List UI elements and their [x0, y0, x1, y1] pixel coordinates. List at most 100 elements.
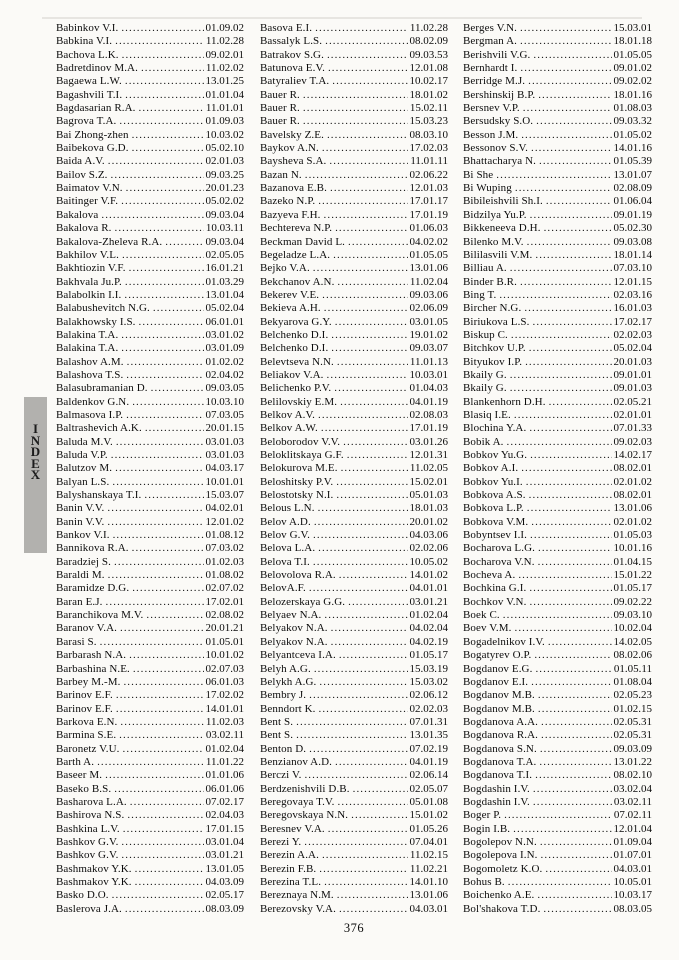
leader-dots	[340, 396, 407, 409]
entry-name: Baldenkov G.N.	[56, 395, 130, 408]
entry-code: 12.01.02	[205, 515, 245, 528]
entry-name: Bashkov G.V.	[56, 849, 119, 862]
entry-name: Bkaily G.	[463, 368, 507, 381]
leader-dots	[333, 249, 407, 262]
index-entry-row: Bai Zhong-zhen 10.03.02	[56, 129, 244, 142]
entry-name: Badretdinov M.A.	[56, 62, 138, 75]
index-entry-row: Baida A.V. 02.01.03	[56, 155, 244, 168]
entry-code: 08.02.10	[613, 769, 653, 782]
entry-code: 09.03.53	[409, 48, 449, 61]
entry-code: 09.02.22	[613, 595, 653, 608]
entry-code: 17.02.01	[205, 595, 245, 608]
entry-name: Bocheva A.	[463, 569, 516, 582]
entry-code: 13.01.05	[205, 862, 245, 875]
entry-name: Beresnev V.A.	[260, 822, 325, 835]
entry-code: 07.03.10	[613, 262, 653, 275]
index-tab-letter: E	[31, 455, 40, 471]
entry-code: 04.03.01	[409, 902, 449, 915]
index-entry-row: Belyakov N.A. 04.02.04	[260, 622, 448, 635]
entry-name: Barkova E.N.	[56, 715, 118, 728]
index-entry-row: Balakina T.A. 03.01.02	[56, 329, 244, 342]
leader-dots	[529, 582, 611, 595]
entry-name: Bazyeva F.H.	[260, 208, 321, 221]
entry-name: Belyaev N.A.	[260, 609, 322, 622]
index-entry-row: Bilenko M.V. 09.03.08	[463, 236, 652, 249]
entry-code: 02.03.16	[613, 288, 653, 301]
index-entry-row: Bidzilya Yu.P. 09.01.19	[463, 209, 652, 222]
leader-dots	[330, 182, 408, 195]
index-entry-row: Bernhardt I. 09.01.02	[463, 62, 652, 75]
entry-name: Banin V.V.	[56, 515, 105, 528]
entry-name: Bachova L.K.	[56, 48, 119, 61]
index-entry-row: Bobkova L.P. 13.01.06	[463, 502, 652, 515]
index-entry-row: Baseer M. 01.01.06	[56, 769, 244, 782]
index-entry-row: Bogin I.B. 12.01.04	[463, 823, 652, 836]
entry-code: 09.03.07	[409, 342, 449, 355]
entry-code: 13.01.25	[205, 75, 245, 88]
index-entry-row: Bogdashin I.V. 03.02.04	[463, 783, 652, 796]
entry-name: Baran E.J.	[56, 595, 103, 608]
entry-code: 13.01.06	[409, 889, 449, 902]
entry-code: 02.02.06	[409, 542, 449, 555]
entry-code: 01.09.02	[205, 22, 245, 34]
entry-name: Baykov A.N.	[260, 142, 319, 155]
index-entry-row: Belova T.I. 10.05.02	[260, 556, 448, 569]
entry-name: Bochkina G.I.	[463, 582, 527, 595]
entry-code: 20.01.21	[205, 622, 245, 635]
index-entry-row: Blankenhorn D.H. 02.05.21	[463, 396, 652, 409]
entry-code: 04.02.19	[409, 635, 449, 648]
leader-dots	[114, 556, 204, 569]
entry-code: 01.06.03	[409, 222, 449, 235]
entry-code: 03.01.09	[205, 342, 245, 355]
index-entry-row: Belyh A.G. 15.03.19	[260, 663, 448, 676]
entry-code: 02.07.02	[205, 582, 245, 595]
entry-name: Basko D.O.	[56, 889, 109, 902]
leader-dots	[319, 863, 408, 876]
entry-name: Belovolova R.A.	[260, 569, 336, 582]
leader-dots	[332, 75, 407, 88]
index-entry-row: Bililasvili V.M. 18.01.14	[463, 249, 652, 262]
index-entry-row: Belchenko D.I. 19.01.02	[260, 329, 448, 342]
entry-name: Begeladze L.A.	[260, 248, 331, 261]
entry-code: 04.01.19	[409, 755, 449, 768]
entry-name: Bobkova V.M.	[463, 515, 529, 528]
index-entry-row: Barasi S. 01.05.01	[56, 636, 244, 649]
entry-code: 03.01.03	[205, 449, 245, 461]
entry-code: 15.03.19	[409, 662, 449, 675]
index-entry-row: Bogdashin I.V. 03.02.11	[463, 796, 652, 809]
entry-name: Baluda M.V.	[56, 435, 113, 448]
entry-name: Belchenko D.I.	[260, 342, 329, 355]
index-entry-row: Baronetz V.U. 01.02.04	[56, 743, 244, 756]
entry-code: 04.02.04	[409, 622, 449, 635]
entry-code: 04.03.09	[205, 876, 245, 888]
index-entry-row: Bocharova L.G. 10.01.16	[463, 542, 652, 555]
entry-name: Baseer M.	[56, 769, 103, 782]
entry-name: Baraldi M.	[56, 569, 105, 582]
entry-code: 09.01.03	[613, 382, 653, 395]
index-entry-row: Bagaewa L.W. 13.01.25	[56, 75, 244, 88]
entry-name: Bogdanov M.B.	[463, 702, 535, 715]
entry-name: Belkov A.V.	[260, 408, 315, 421]
entry-code: 15.03.23	[409, 115, 449, 128]
leader-dots	[318, 542, 407, 555]
leader-dots	[132, 129, 204, 142]
entry-name: Belokurova M.E.	[260, 462, 338, 475]
entry-name: Bagdasarian R.A.	[56, 102, 136, 115]
leader-dots	[339, 649, 408, 662]
leader-dots	[121, 22, 203, 35]
index-entry-row: Bocharova V.N. 01.04.15	[463, 556, 652, 569]
leader-dots	[126, 182, 204, 195]
entry-name: Balabushevitch N.G.	[56, 302, 150, 315]
leader-dots	[125, 903, 204, 916]
entry-code: 15.03.07	[205, 489, 245, 502]
entry-code: 17.01.15	[205, 822, 245, 835]
entry-name: Beloshitsky P.V.	[260, 475, 334, 488]
leader-dots	[508, 876, 612, 889]
entry-code: 09.03.09	[613, 742, 653, 755]
entry-code: 01.04.03	[409, 382, 449, 395]
entry-name: Bazanova E.B.	[260, 182, 327, 195]
entry-name: Bakalova	[56, 208, 99, 221]
leader-dots	[530, 209, 612, 222]
entry-code: 08.02.01	[613, 489, 653, 502]
index-entry-row: Baykov A.N. 17.02.03	[260, 142, 448, 155]
